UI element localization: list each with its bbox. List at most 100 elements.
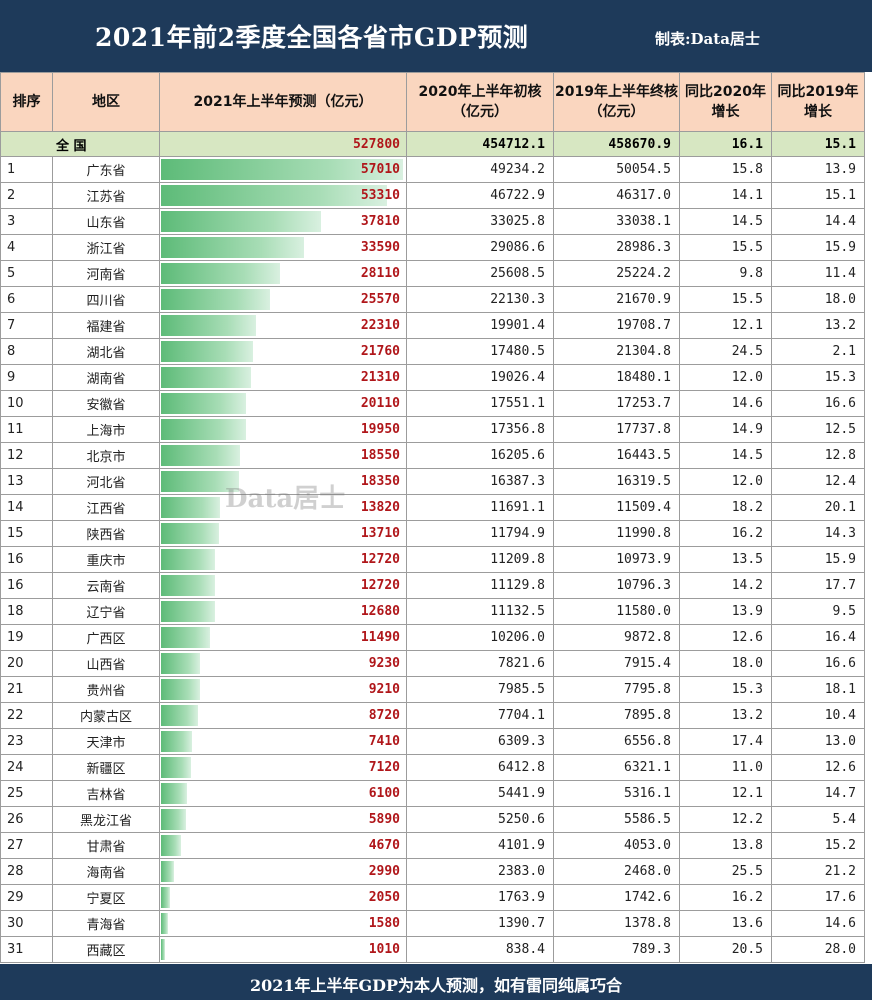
header-growth-2019: 同比2019年增长 [771,72,865,132]
growth-2020-cell: 16.2 [679,884,772,911]
pred-value: 33590 [360,240,400,255]
growth-2020-cell: 17.4 [679,728,772,755]
credit-label: 制表:Data居士 [655,30,760,48]
y2019-cell: 11990.8 [553,520,680,547]
growth-2020-cell: 16.2 [679,520,772,547]
table-row: 22 内蒙古区 8720 7704.1 7895.8 13.2 10.4 [0,702,865,729]
data-bar [161,289,270,310]
table-row: 2 江苏省 53310 46722.9 46317.0 14.1 15.1 [0,182,865,209]
table-row: 6 四川省 25570 22130.3 21670.9 15.5 18.0 [0,286,865,313]
region-cell: 湖北省 [52,338,160,365]
rank-cell: 7 [0,312,53,339]
growth-2020-cell: 14.5 [679,442,772,469]
growth-2020-cell: 13.8 [679,832,772,859]
region-cell: 河南省 [52,260,160,287]
pred-value: 11490 [360,630,400,645]
region-cell: 吉林省 [52,780,160,807]
y2020-cell: 16387.3 [406,468,554,495]
growth-2019-cell: 14.6 [771,910,865,937]
gdp-table: 排序 地区 2021年上半年预测（亿元） 2020年上半年初核（亿元） 2019… [0,72,865,963]
region-cell: 重庆市 [52,546,160,573]
header-region: 地区 [52,72,160,132]
pred-value: 19950 [360,422,400,437]
growth-2019-cell: 16.6 [771,390,865,417]
data-bar [161,757,192,778]
pred-value: 25570 [360,292,400,307]
header-rank: 排序 [0,72,53,132]
table-row: 29 宁夏区 2050 1763.9 1742.6 16.2 17.6 [0,884,865,911]
growth-2020-cell: 14.9 [679,416,772,443]
pred-cell: 22310 [159,312,407,339]
pred-cell: 9230 [159,650,407,677]
y2020-cell: 19901.4 [406,312,554,339]
pred-cell: 18550 [159,442,407,469]
region-cell: 贵州省 [52,676,160,703]
pred-cell: 11490 [159,624,407,651]
pred-value: 2990 [368,864,400,879]
growth-2019-cell: 14.4 [771,208,865,235]
pred-value: 18550 [360,448,400,463]
growth-2019-cell: 12.6 [771,754,865,781]
growth-2020-cell: 25.5 [679,858,772,885]
region-cell: 上海市 [52,416,160,443]
data-bar [161,835,181,856]
y2020-cell: 838.4 [406,936,554,963]
rank-cell: 4 [0,234,53,261]
data-bar [161,549,215,570]
region-cell: 新疆区 [52,754,160,781]
pred-cell: 9210 [159,676,407,703]
growth-2019-cell: 21.2 [771,858,865,885]
growth-2019-cell: 14.3 [771,520,865,547]
region-cell: 江苏省 [52,182,160,209]
growth-2020-cell: 18.2 [679,494,772,521]
pred-value: 21760 [360,344,400,359]
table-row: 12 北京市 18550 16205.6 16443.5 14.5 12.8 [0,442,865,469]
growth-2019-cell: 12.4 [771,468,865,495]
pred-value: 7410 [368,734,400,749]
y2019-cell: 16443.5 [553,442,680,469]
y2019-cell: 7795.8 [553,676,680,703]
rank-cell: 31 [0,936,53,963]
table-row: 25 吉林省 6100 5441.9 5316.1 12.1 14.7 [0,780,865,807]
y2019-cell: 11580.0 [553,598,680,625]
y2019-cell: 25224.2 [553,260,680,287]
pred-value: 20110 [360,396,400,411]
total-growth-2019: 15.1 [771,131,865,157]
table-row: 14 江西省 13820 11691.1 11509.4 18.2 20.1 [0,494,865,521]
y2019-cell: 4053.0 [553,832,680,859]
growth-2020-cell: 13.6 [679,910,772,937]
pred-cell: 18350 [159,468,407,495]
rank-cell: 5 [0,260,53,287]
pred-cell: 12720 [159,572,407,599]
table-row: 13 河北省 18350 16387.3 16319.5 12.0 12.4 [0,468,865,495]
growth-2020-cell: 15.3 [679,676,772,703]
pred-value: 12680 [360,604,400,619]
region-cell: 青海省 [52,910,160,937]
table-row: 27 甘肃省 4670 4101.9 4053.0 13.8 15.2 [0,832,865,859]
growth-2019-cell: 18.1 [771,676,865,703]
table-row: 30 青海省 1580 1390.7 1378.8 13.6 14.6 [0,910,865,937]
pred-cell: 20110 [159,390,407,417]
rank-cell: 1 [0,156,53,183]
data-bar [161,809,186,830]
rank-cell: 2 [0,182,53,209]
growth-2019-cell: 16.6 [771,650,865,677]
pred-value: 6100 [368,786,400,801]
table-row: 16 重庆市 12720 11209.8 10973.9 13.5 15.9 [0,546,865,573]
growth-2020-cell: 12.1 [679,312,772,339]
table-row: 18 辽宁省 12680 11132.5 11580.0 13.9 9.5 [0,598,865,625]
y2020-cell: 6309.3 [406,728,554,755]
y2019-cell: 46317.0 [553,182,680,209]
data-bar [161,939,166,960]
y2020-cell: 19026.4 [406,364,554,391]
table-row: 1 广东省 57010 49234.2 50054.5 15.8 13.9 [0,156,865,183]
header-row: 排序 地区 2021年上半年预测（亿元） 2020年上半年初核（亿元） 2019… [0,72,865,132]
pred-value: 5890 [368,812,400,827]
pred-value: 8720 [368,708,400,723]
y2020-cell: 2383.0 [406,858,554,885]
growth-2019-cell: 20.1 [771,494,865,521]
growth-2020-cell: 12.1 [679,780,772,807]
data-bar [161,783,187,804]
y2019-cell: 19708.7 [553,312,680,339]
data-bar [161,653,201,674]
